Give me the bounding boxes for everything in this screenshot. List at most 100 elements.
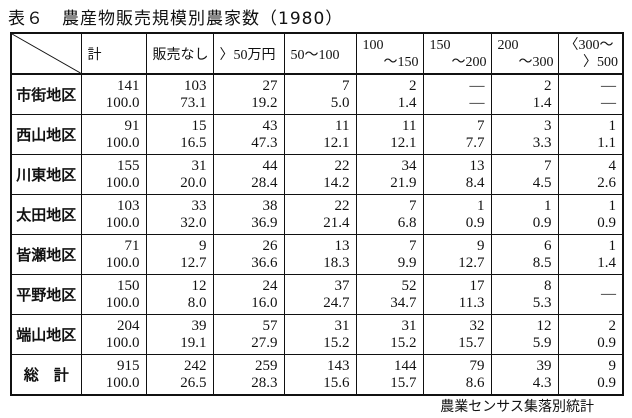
count: 57 xyxy=(262,317,278,334)
value-cell: 8 5.3 xyxy=(490,274,559,315)
count: 143 xyxy=(327,357,350,374)
percent: 100.0 xyxy=(105,214,140,231)
percent: 18.3 xyxy=(323,254,350,271)
header-cell: 100 〜150 xyxy=(355,32,424,75)
percent: 1.4 xyxy=(532,94,552,111)
count: 43 xyxy=(262,117,278,134)
value-cell: 22 21.4 xyxy=(283,194,357,235)
percent: 8.0 xyxy=(187,294,207,311)
count: 37 xyxy=(334,277,350,294)
percent: 15.7 xyxy=(390,374,417,391)
count: 27 xyxy=(262,77,278,94)
count: 24 xyxy=(262,277,278,294)
value-cell: 13 8.4 xyxy=(422,154,492,195)
value-cell: 13 18.3 xyxy=(283,234,357,275)
value-cell: 52 34.7 xyxy=(355,274,424,315)
percent: 16.0 xyxy=(251,294,278,311)
value-cell: 1 0.9 xyxy=(422,194,492,235)
value-cell: 39 19.1 xyxy=(145,314,214,355)
value-cell: 1 0.9 xyxy=(490,194,559,235)
count: 103 xyxy=(184,77,207,94)
table-row: 総 計 915 100.0 242 26.5 259 28.3 143 15.6 144 15.7 7… xyxy=(10,354,624,396)
count: 8 xyxy=(544,277,552,294)
table-row: 川東地区 155 100.0 31 20.0 44 28.4 22 14.2 34 21.9 13 8.… xyxy=(10,154,624,195)
header-cell: 〉50万円 xyxy=(212,32,285,75)
percent: 6.8 xyxy=(397,214,417,231)
value-cell: — — xyxy=(422,73,492,115)
percent: 5.3 xyxy=(532,294,552,311)
corner-cell xyxy=(10,32,82,75)
header-line: 100 xyxy=(362,37,384,53)
value-cell: 9 0.9 xyxy=(557,354,624,396)
count: 150 xyxy=(117,277,140,294)
percent: 12.1 xyxy=(323,134,350,151)
value-cell: 7 4.5 xyxy=(490,154,559,195)
percent: 15.2 xyxy=(390,334,417,351)
value-cell: 1 1.4 xyxy=(557,234,624,275)
percent: 8.5 xyxy=(532,254,552,271)
percent: — xyxy=(469,94,485,111)
percent: 28.3 xyxy=(251,374,278,391)
percent: 100.0 xyxy=(105,294,140,311)
value-cell: 204 100.0 xyxy=(80,314,147,355)
percent: 12.7 xyxy=(180,254,207,271)
value-cell: 103 100.0 xyxy=(80,194,147,235)
diagonal xyxy=(12,34,81,73)
percent: 19.1 xyxy=(180,334,207,351)
count: 1 xyxy=(608,237,617,254)
table-row: 皆瀬地区 71 100.0 9 12.7 26 36.6 13 18.3 7 9.9 9 12.7 6 8.… xyxy=(10,234,624,275)
count: 39 xyxy=(191,317,207,334)
percent: 28.4 xyxy=(251,174,278,191)
value-cell: 26 36.6 xyxy=(212,234,285,275)
count: 1 xyxy=(544,197,552,214)
table-row: 市街地区 141 100.0 103 73.1 27 19.2 7 5.0 2 1.4— —2 1.4—… xyxy=(10,73,624,115)
percent: 21.9 xyxy=(390,174,417,191)
percent: 9.9 xyxy=(397,254,417,271)
value-cell: 150 100.0 xyxy=(80,274,147,315)
count: 2 xyxy=(608,317,617,334)
percent: 1.1 xyxy=(597,134,616,151)
percent: 24.7 xyxy=(323,294,350,311)
table-body: 市街地区 141 100.0 103 73.1 27 19.2 7 5.0 2 1.4— —2 1.4—… xyxy=(10,73,624,396)
count: 155 xyxy=(117,157,140,174)
count: 2 xyxy=(409,77,417,94)
count: 4 xyxy=(608,157,617,174)
value-cell: 2 1.4 xyxy=(355,73,424,115)
count: 9 xyxy=(477,237,485,254)
row-label: 川東地区 xyxy=(10,154,82,195)
header-row: 計販売なし 〉50万円 50〜100 100 〜150 150 〜200 200 〜300 〈30… xyxy=(10,32,624,75)
count: 79 xyxy=(469,357,485,374)
title: 表６ 農産物販売規模別農家数（1980） xyxy=(8,9,344,29)
row-label: 皆瀬地区 xyxy=(10,234,82,275)
percent: 36.9 xyxy=(251,214,278,231)
value-cell: 15 16.5 xyxy=(145,114,214,155)
count: 12 xyxy=(536,317,552,334)
percent: 100.0 xyxy=(105,94,140,111)
percent: 47.3 xyxy=(251,134,278,151)
header-line: 〜300 xyxy=(518,54,554,70)
value-cell: 39 4.3 xyxy=(490,354,559,396)
value-cell: 3 3.3 xyxy=(490,114,559,155)
header-cell: 50〜100 xyxy=(283,32,357,75)
percent: 100.0 xyxy=(105,254,140,271)
value-cell: 37 24.7 xyxy=(283,274,357,315)
table-head: 計販売なし 〉50万円 50〜100 100 〜150 150 〜200 200 〜300 〈30… xyxy=(10,32,624,75)
count: 91 xyxy=(124,117,140,134)
count: — xyxy=(601,77,616,94)
value-cell: 143 15.6 xyxy=(283,354,357,396)
percent: — xyxy=(601,94,616,111)
count: 12 xyxy=(191,277,207,294)
row-label: 平野地区 xyxy=(10,274,82,315)
value-cell: 915 100.0 xyxy=(80,354,147,396)
header-line: 〉500 xyxy=(583,54,618,70)
count: 31 xyxy=(401,317,417,334)
table-row: 平野地区 150 100.0 12 8.0 24 16.0 37 24.7 52 34.7 17 11.… xyxy=(10,274,624,315)
value-cell: — — xyxy=(557,73,624,115)
count: — xyxy=(601,286,616,302)
percent: 21.4 xyxy=(323,214,350,231)
row-label: 総 計 xyxy=(10,354,82,396)
header-line: 150 xyxy=(429,37,451,53)
value-cell: 31 15.2 xyxy=(283,314,357,355)
value-cell: 31 15.2 xyxy=(355,314,424,355)
value-cell: 2 1.4 xyxy=(490,73,559,115)
